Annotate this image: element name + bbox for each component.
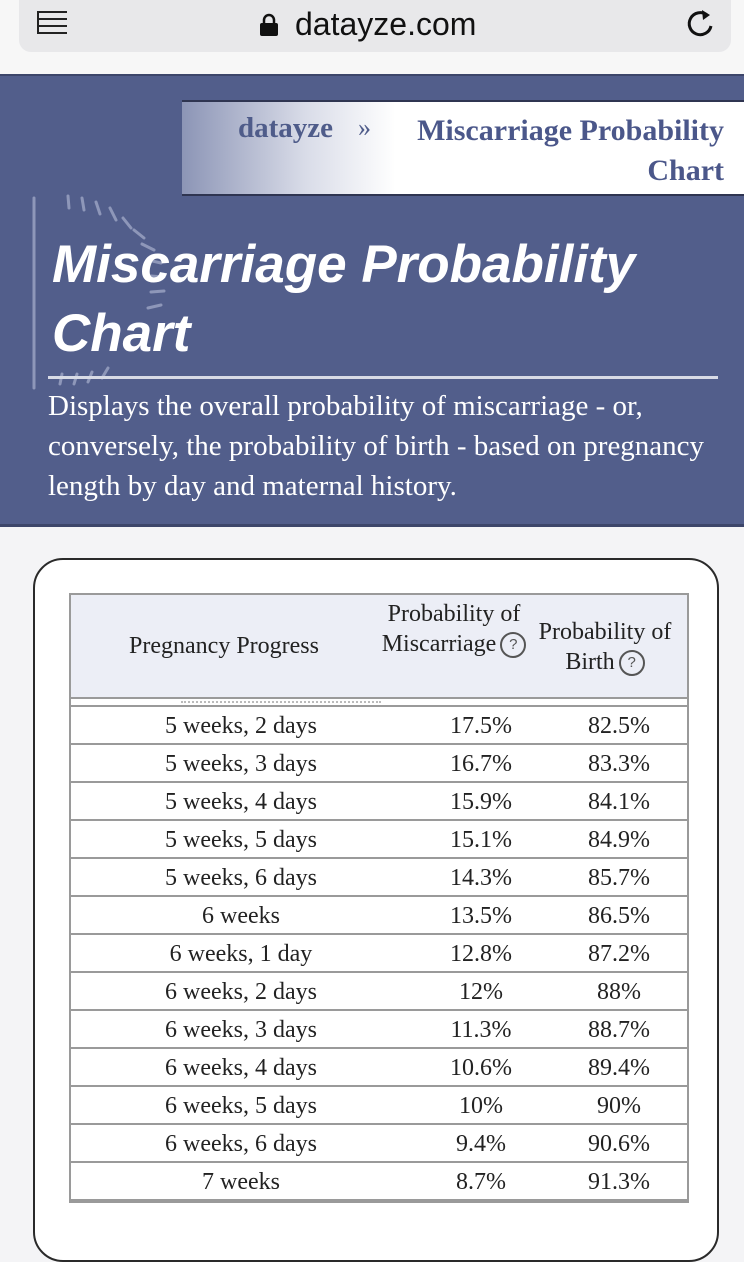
- cell-miscarriage-probability: 10%: [459, 1093, 503, 1119]
- cell-birth-probability: 86.5%: [588, 903, 650, 929]
- reload-icon[interactable]: [682, 6, 718, 42]
- table-row: 6 weeks, 2 days 12% 88%: [71, 973, 687, 1011]
- cell-pregnancy-progress: 5 weeks, 2 days: [165, 713, 317, 739]
- cell-birth-probability: 84.1%: [588, 789, 650, 815]
- miscarriage-help-icon[interactable]: ?: [500, 632, 527, 659]
- cell-birth-probability: 87.2%: [588, 941, 650, 967]
- table-header: Pregnancy Progress Probability of Miscar…: [71, 595, 687, 699]
- cell-birth-probability: 88%: [597, 979, 641, 1005]
- cell-birth-probability: 88.7%: [588, 1017, 650, 1043]
- partially-hidden-row: [71, 699, 687, 707]
- header-probability-birth[interactable]: Probability of Birth?: [525, 617, 685, 677]
- cell-pregnancy-progress: 6 weeks: [202, 903, 280, 929]
- cell-miscarriage-probability: 17.5%: [450, 713, 512, 739]
- cell-pregnancy-progress: 5 weeks, 4 days: [165, 789, 317, 815]
- page-description: Displays the overall probability of misc…: [48, 390, 705, 502]
- table-row: 6 weeks, 5 days 10% 90%: [71, 1087, 687, 1125]
- title-divider: [48, 376, 718, 379]
- cell-miscarriage-probability: 13.5%: [450, 903, 512, 929]
- header-miscarriage-label: Probability of Miscarriage: [381, 601, 521, 657]
- breadcrumb-home-link[interactable]: datayze: [238, 112, 334, 144]
- cell-miscarriage-probability: 12.8%: [450, 941, 512, 967]
- cell-miscarriage-probability: 8.7%: [456, 1169, 506, 1195]
- cell-pregnancy-progress: 5 weeks, 6 days: [165, 865, 317, 891]
- table-row: 5 weeks, 6 days 14.3% 85.7%: [71, 859, 687, 897]
- chart-card: Pregnancy Progress Probability of Miscar…: [33, 558, 719, 1262]
- cell-miscarriage-probability: 16.7%: [450, 751, 512, 777]
- cell-pregnancy-progress: 6 weeks, 3 days: [165, 1017, 317, 1043]
- table-row: 6 weeks, 1 day 12.8% 87.2%: [71, 935, 687, 973]
- cell-birth-probability: 91.3%: [588, 1169, 650, 1195]
- cell-miscarriage-probability: 12%: [459, 979, 503, 1005]
- header-probability-miscarriage[interactable]: Probability of Miscarriage?: [375, 599, 533, 659]
- table-row: 5 weeks, 3 days 16.7% 83.3%: [71, 745, 687, 783]
- hero-banner: datayze » Miscarriage Probability Chart …: [0, 74, 744, 527]
- sunburst-decoration-icon: [32, 194, 166, 390]
- url-text[interactable]: datayze.com: [295, 6, 477, 42]
- cell-miscarriage-probability: 15.1%: [450, 827, 512, 853]
- page-title: Miscarriage Probability Chart: [52, 235, 636, 363]
- probability-table: Pregnancy Progress Probability of Miscar…: [69, 593, 689, 1203]
- cell-birth-probability: 84.9%: [588, 827, 650, 853]
- cell-miscarriage-probability: 15.9%: [450, 789, 512, 815]
- cell-birth-probability: 83.3%: [588, 751, 650, 777]
- table-body: 5 weeks, 2 days 17.5% 82.5% 5 weeks, 3 days…: [71, 707, 687, 1201]
- cell-pregnancy-progress: 6 weeks, 4 days: [165, 1055, 317, 1081]
- cell-pregnancy-progress: 6 weeks, 2 days: [165, 979, 317, 1005]
- cell-birth-probability: 85.7%: [588, 865, 650, 891]
- cell-birth-probability: 82.5%: [588, 713, 650, 739]
- table-row: 6 weeks, 3 days 11.3% 88.7%: [71, 1011, 687, 1049]
- cell-birth-probability: 89.4%: [588, 1055, 650, 1081]
- table-row: 7 weeks 8.7% 91.3%: [71, 1163, 687, 1201]
- cell-pregnancy-progress: 5 weeks, 5 days: [165, 827, 317, 853]
- cell-pregnancy-progress: 5 weeks, 3 days: [165, 751, 317, 777]
- menu-icon[interactable]: [37, 8, 69, 40]
- table-row: 5 weeks, 2 days 17.5% 82.5%: [71, 707, 687, 745]
- cell-pregnancy-progress: 7 weeks: [202, 1169, 280, 1195]
- browser-bar: datayze.com: [0, 0, 744, 74]
- table-row: 6 weeks 13.5% 86.5%: [71, 897, 687, 935]
- breadcrumb-separator: »: [358, 113, 371, 142]
- cell-pregnancy-progress: 6 weeks, 1 day: [169, 941, 313, 967]
- cell-miscarriage-probability: 10.6%: [450, 1055, 512, 1081]
- table-row: 5 weeks, 5 days 15.1% 84.9%: [71, 821, 687, 859]
- header-pregnancy-progress[interactable]: Pregnancy Progress: [129, 633, 319, 659]
- table-row: 6 weeks, 6 days 9.4% 90.6%: [71, 1125, 687, 1163]
- cell-miscarriage-probability: 11.3%: [450, 1017, 512, 1043]
- cell-birth-probability: 90.6%: [588, 1131, 650, 1157]
- breadcrumb-current-link[interactable]: Miscarriage Probability Chart: [417, 114, 724, 187]
- birth-help-icon[interactable]: ?: [618, 650, 645, 677]
- cell-pregnancy-progress: 6 weeks, 5 days: [165, 1093, 317, 1119]
- address-bar[interactable]: [19, 0, 731, 52]
- header-birth-label: Probability of Birth: [538, 619, 672, 675]
- cell-miscarriage-probability: 14.3%: [450, 865, 512, 891]
- cell-birth-probability: 90%: [597, 1093, 641, 1119]
- cell-miscarriage-probability: 9.4%: [456, 1131, 506, 1157]
- table-row: 6 weeks, 4 days 10.6% 89.4%: [71, 1049, 687, 1087]
- cell-pregnancy-progress: 6 weeks, 6 days: [165, 1131, 317, 1157]
- table-row: 5 weeks, 4 days 15.9% 84.1%: [71, 783, 687, 821]
- lock-icon: [260, 13, 278, 36]
- breadcrumb: datayze » Miscarriage Probability Chart: [182, 100, 744, 196]
